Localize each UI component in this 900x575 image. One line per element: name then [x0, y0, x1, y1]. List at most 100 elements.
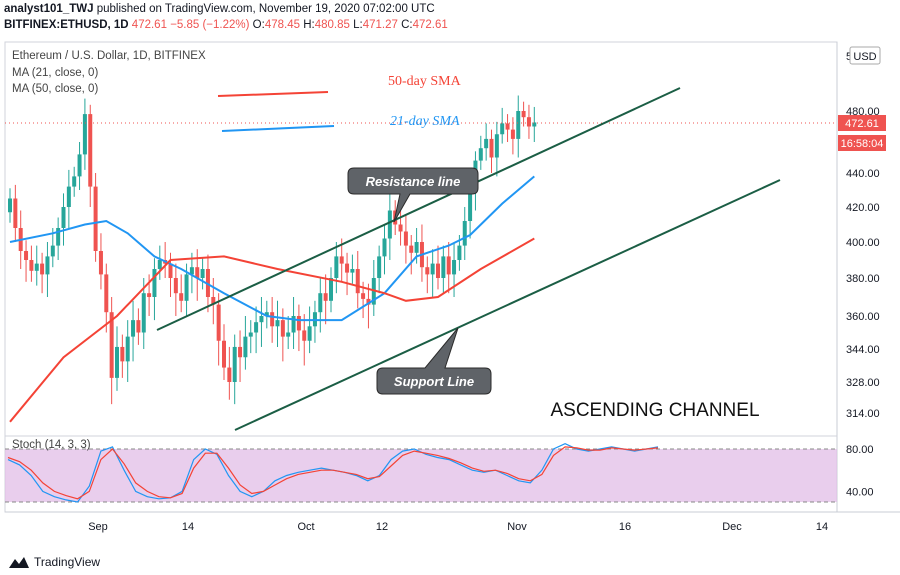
candle-body: [104, 274, 109, 313]
countdown-tag: 16:58:04: [841, 138, 884, 150]
candle-body: [40, 263, 45, 275]
ma50-line: [9, 237, 535, 423]
last-price: 472.61: [131, 19, 167, 31]
candle-body: [457, 245, 462, 260]
candle-body: [56, 228, 61, 246]
candle-body: [136, 320, 141, 333]
candle-body: [168, 263, 173, 278]
price-tick-label: 360.00: [846, 311, 880, 323]
price-tick-label: 440.00: [846, 168, 880, 180]
resistance-callout: [347, 167, 479, 223]
candle-body: [243, 336, 248, 358]
candle-body: [526, 117, 531, 127]
chart-frame: [4, 41, 838, 513]
price-tick-label: 420.00: [846, 202, 880, 214]
candle-body: [414, 242, 419, 253]
candle-body: [248, 332, 253, 337]
candle-body: [452, 260, 457, 275]
candle-body: [8, 198, 12, 213]
candle-body: [13, 198, 18, 228]
candle-body: [430, 263, 435, 275]
candle-body: [436, 263, 440, 278]
brand-name: TradingView: [34, 555, 101, 569]
candle-body: [494, 134, 499, 158]
candle-body: [66, 186, 71, 207]
candle-body: [409, 245, 414, 253]
close-value: 472.61: [412, 19, 448, 31]
candle-body: [355, 269, 360, 294]
candle-body: [98, 251, 103, 275]
price-tick-label: 380.00: [846, 273, 880, 285]
candle-body: [275, 320, 280, 327]
symbol: BITFINEX:ETHUSD, 1D: [4, 19, 129, 31]
time-tick-label: 14: [816, 521, 828, 533]
support-label: Support Line: [394, 374, 474, 389]
candle-body: [468, 190, 473, 221]
candle-body: [61, 207, 66, 228]
stoch-tick-label: 40.00: [846, 486, 874, 498]
time-tick-label: 12: [376, 521, 388, 533]
stoch-d-line: [7, 446, 659, 500]
candle-body: [387, 210, 392, 239]
price-change: −5.85 (−1.22%): [170, 19, 250, 31]
channel-label: ASCENDING CHANNEL: [550, 400, 759, 421]
candle-body: [291, 316, 296, 333]
countdown-badge: [838, 135, 886, 151]
last-price-tag: 472.61: [845, 118, 879, 130]
candle-body: [88, 114, 93, 187]
time-tick-label: Nov: [507, 521, 527, 533]
open-value: 478.45: [264, 19, 300, 31]
candle-body: [398, 224, 403, 232]
last-price-badge: [838, 115, 886, 131]
time-axis-ticks: Sep 14 Oct 12 Nov 16 Dec 14: [88, 521, 828, 533]
candle-body: [157, 260, 162, 269]
candle-body: [516, 111, 521, 139]
sma50-label: 50-day SMA: [388, 74, 462, 89]
candle-body: [403, 231, 408, 246]
tradingview-logo-icon: [9, 557, 29, 568]
candle-body: [361, 293, 366, 299]
resistance-label: Resistance line: [366, 174, 461, 189]
candle-body: [216, 304, 221, 341]
support-callout: [376, 327, 492, 395]
ohlc-header: BITFINEX:ETHUSD, 1D 472.61 −5.85 (−1.22%…: [4, 19, 448, 31]
candle-body: [259, 316, 264, 323]
candle-body: [302, 330, 307, 341]
candle-body: [141, 293, 146, 333]
candle-body: [195, 267, 200, 278]
candle-body: [125, 336, 130, 362]
sma50-legend-line: [217, 91, 329, 97]
candle-body: [334, 256, 339, 278]
candle-body: [264, 312, 269, 316]
time-tick-label: Oct: [297, 521, 314, 533]
candle-body: [173, 278, 178, 294]
candle-body: [318, 293, 323, 313]
candle-body: [307, 326, 312, 341]
candle-body: [505, 123, 510, 130]
candle-body: [50, 245, 55, 257]
candle-body: [120, 346, 125, 362]
candle-body: [227, 367, 232, 382]
candle-body: [254, 322, 259, 333]
currency-label: USD: [853, 51, 876, 63]
stoch-legend: Stoch (14, 3, 3): [12, 439, 91, 451]
currency-box[interactable]: [849, 46, 881, 65]
stochastic-lines: [7, 443, 659, 503]
time-tick-label: 14: [182, 521, 194, 533]
tradingview-brand[interactable]: TradingView: [8, 555, 100, 569]
candle-body: [323, 293, 328, 301]
open-label: O:: [252, 19, 265, 31]
stoch-band: [5, 449, 837, 502]
support-line: [234, 179, 781, 431]
candle-body: [24, 251, 29, 260]
publish-header: analyst101_TWJ published on TradingView.…: [4, 3, 435, 15]
chart-title: Ethereum / U.S. Dollar, 1D, BITFINEX: [12, 50, 206, 62]
candle-body: [500, 123, 505, 135]
candle-body: [82, 114, 87, 155]
candle-body: [484, 138, 489, 149]
stoch-tick-label: 80.00: [846, 444, 874, 456]
ma21-legend: MA (21, close, 0): [12, 67, 99, 79]
close-label: C:: [401, 19, 413, 31]
candle-body: [77, 154, 82, 177]
